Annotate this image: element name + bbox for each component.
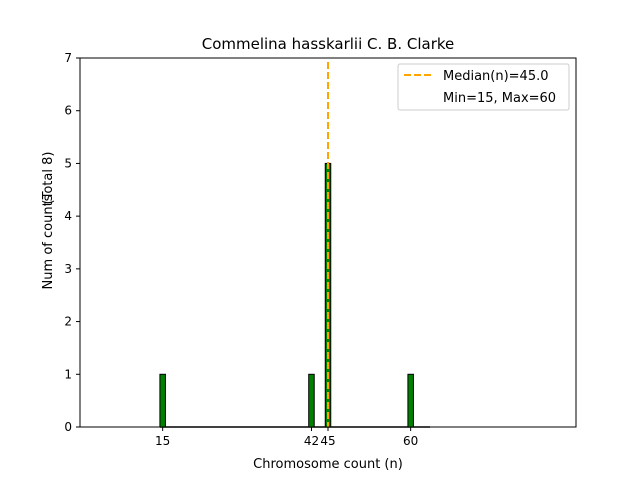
y-tick-label: 3 xyxy=(64,262,72,276)
chart-title: Commelina hasskarlii C. B. Clarke xyxy=(202,35,455,53)
y-tick-label: 0 xyxy=(64,420,72,434)
histogram-bar xyxy=(407,373,414,428)
x-tick-label: 15 xyxy=(155,434,170,448)
x-tick-label: 42 xyxy=(304,434,319,448)
x-axis-label: Chromosome count (n) xyxy=(253,457,403,472)
y-tick-label: 7 xyxy=(64,51,72,65)
y-tick-label: 2 xyxy=(64,315,72,329)
histogram-bar xyxy=(159,373,166,428)
y-axis-label: Num of counts xyxy=(41,194,56,289)
legend-box xyxy=(397,63,570,111)
axes-frame xyxy=(79,57,577,428)
y-tick-label: 4 xyxy=(64,209,72,223)
x-tick-label: 45 xyxy=(320,434,335,448)
legend-minmax-label: Min=15, Max=60 xyxy=(443,91,556,106)
y-tick-label: 5 xyxy=(64,156,72,170)
histogram-bar xyxy=(308,373,315,428)
y-tick-label: 6 xyxy=(64,104,72,118)
y-axis-total-label: (Total 8) xyxy=(41,152,56,205)
y-tick-label: 1 xyxy=(64,367,72,381)
legend-median-label: Median(n)=45.0 xyxy=(443,69,549,84)
legend: Median(n)=45.0 Min=15, Max=60 xyxy=(397,63,570,111)
x-tick-label: 60 xyxy=(403,434,418,448)
